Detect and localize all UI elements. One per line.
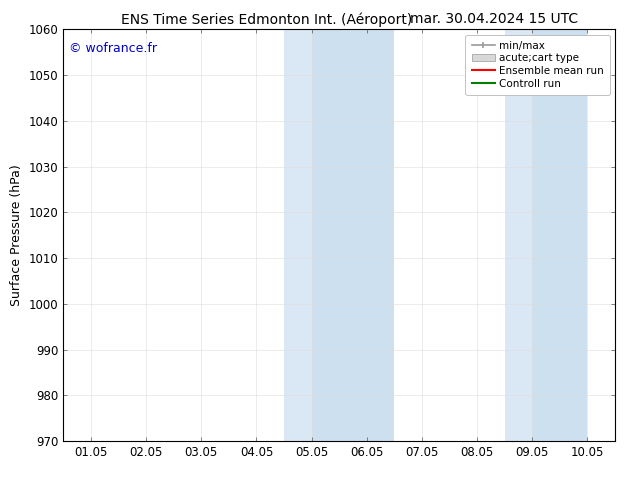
Bar [560,29,588,441]
Text: © wofrance.fr: © wofrance.fr [69,42,157,55]
Bar [505,29,533,441]
Bar [533,29,560,441]
Bar [284,29,312,441]
Y-axis label: Surface Pressure (hPa): Surface Pressure (hPa) [10,164,23,306]
Bar [312,29,339,441]
Legend: min/max, acute;cart type, Ensemble mean run, Controll run: min/max, acute;cart type, Ensemble mean … [465,35,610,95]
Text: mar. 30.04.2024 15 UTC: mar. 30.04.2024 15 UTC [410,12,579,26]
Bar [339,29,394,441]
Text: ENS Time Series Edmonton Int. (Aéroport): ENS Time Series Edmonton Int. (Aéroport) [120,12,412,27]
